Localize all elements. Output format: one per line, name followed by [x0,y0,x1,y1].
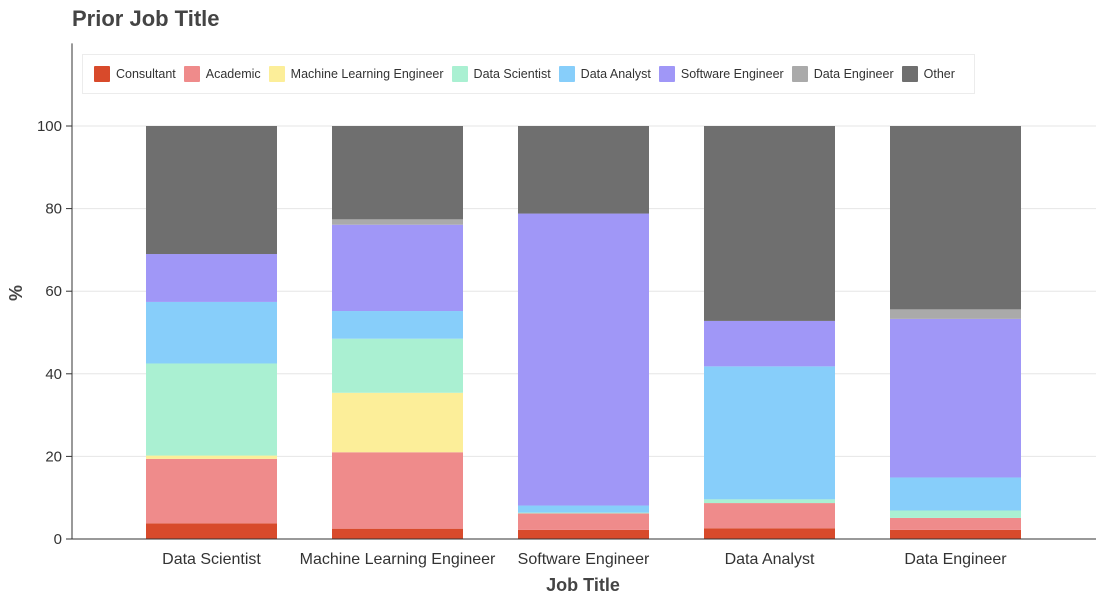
bar-segment [704,320,835,367]
chart-legend: Consultant Academic Machine Learning Engin… [82,54,975,94]
bar-segment [890,510,1021,518]
legend-swatch [268,66,285,82]
bar-segment [146,455,277,459]
bar-segment [704,528,835,539]
bar-segment [332,392,463,453]
bar-segment [332,224,463,312]
bar-segment [518,513,649,530]
legend-swatch [658,66,675,82]
x-tick-label: Data Analyst [725,551,815,568]
bar-segment [704,499,835,504]
y-tick-label: 100 [37,118,62,135]
bar-segment [332,311,463,339]
bar-segment [890,477,1021,511]
bar-segment [332,338,463,393]
bar-segment [890,529,1021,539]
bar-segment [146,523,277,539]
x-tick-label: Software Engineer [518,551,650,568]
bar-segment [890,309,1021,319]
legend-item: Software Engineer [658,66,784,82]
bar-segment [890,318,1021,478]
x-tick-label: Data Scientist [162,551,261,568]
legend-swatch [183,66,200,82]
bar-segment [146,126,277,255]
legend-item: Other [901,66,955,82]
legend-item: Consultant [94,66,176,82]
bar-segment [146,301,277,364]
legend-swatch [558,66,575,82]
bar-segment [146,363,277,456]
bar-segment [332,452,463,529]
legend-item: Data Engineer [791,66,894,82]
legend-swatch [901,66,918,82]
bar-segment [332,219,463,225]
bar-segment [518,512,649,514]
legend-item: Data Scientist [451,66,551,82]
chart-title: Prior Job Title [72,6,220,31]
legend-label: Data Scientist [473,67,551,81]
bar-segment [146,458,277,524]
bar-segment [518,529,649,539]
y-tick-label: 80 [45,201,62,218]
bar-segment [518,213,649,506]
bar-segment [704,126,835,321]
legend-item: Academic [183,66,261,82]
x-tick-label: Machine Learning Engineer [300,551,496,568]
legend-swatch [791,66,808,82]
y-tick-label: 0 [54,531,62,548]
bar-segment [704,503,835,529]
legend-item: Data Analyst [558,66,651,82]
bar-segment [146,254,277,302]
legend-label: Data Engineer [813,67,894,81]
x-tick-label: Data Engineer [904,551,1007,568]
x-axis-label: Job Title [546,575,620,595]
y-tick-label: 20 [45,448,62,465]
legend-label: Consultant [116,67,176,81]
legend-item: Machine Learning Engineer [268,66,444,82]
bar-segment [518,126,649,214]
legend-swatch [451,66,468,82]
bar-segment [518,505,649,513]
legend-label: Machine Learning Engineer [290,67,444,81]
bar-segment [890,126,1021,310]
y-tick-label: 40 [45,366,62,383]
legend-label: Software Engineer [680,67,784,81]
bar-segment [704,366,835,500]
legend-swatch [94,66,110,82]
bar-segment [332,528,463,539]
legend-label: Data Analyst [580,67,651,81]
legend-label: Other [923,67,955,81]
bar-segment [890,517,1021,530]
legend-label: Academic [205,67,261,81]
y-axis-label: % [6,285,26,301]
y-tick-label: 60 [45,283,62,300]
bar-segment [332,126,463,220]
